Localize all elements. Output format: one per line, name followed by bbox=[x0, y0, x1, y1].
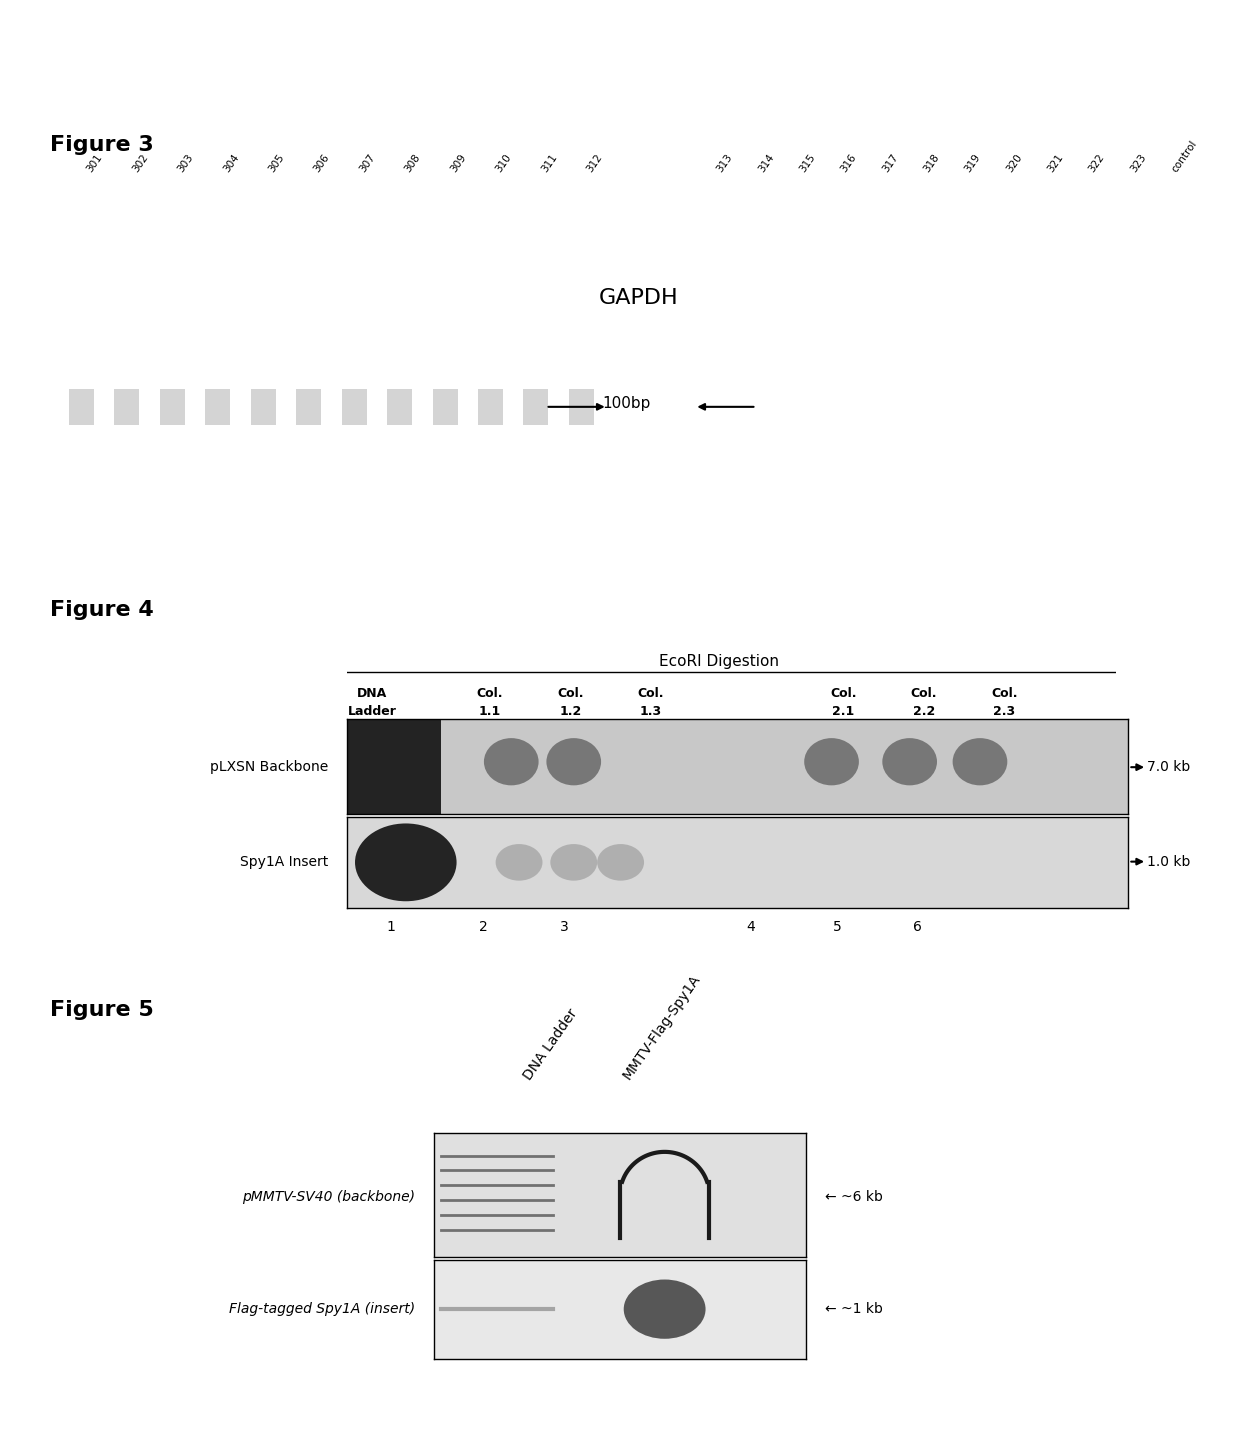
Text: 316: 316 bbox=[839, 153, 858, 174]
Bar bbox=[69, 389, 94, 426]
Ellipse shape bbox=[496, 844, 543, 881]
Text: Col.: Col. bbox=[830, 687, 857, 699]
Bar bbox=[433, 389, 458, 426]
Text: 317: 317 bbox=[880, 153, 900, 174]
Text: 307: 307 bbox=[357, 153, 377, 174]
Bar bbox=[479, 389, 503, 426]
Text: 7.0 kb: 7.0 kb bbox=[1147, 760, 1190, 774]
Bar bbox=[347, 719, 441, 814]
Text: Col.: Col. bbox=[557, 687, 584, 699]
Text: 305: 305 bbox=[267, 153, 286, 174]
Text: Col.: Col. bbox=[476, 687, 503, 699]
Text: Flag-tagged Spy1A (insert): Flag-tagged Spy1A (insert) bbox=[229, 1302, 415, 1316]
Text: 5: 5 bbox=[832, 920, 842, 934]
Text: 320: 320 bbox=[1004, 153, 1024, 174]
Text: 311: 311 bbox=[539, 153, 559, 174]
Text: Spy1A Insert: Spy1A Insert bbox=[241, 854, 329, 869]
Ellipse shape bbox=[883, 738, 937, 785]
Ellipse shape bbox=[598, 844, 644, 881]
Text: EcoRI Digestion: EcoRI Digestion bbox=[660, 654, 779, 668]
Text: GAPDH: GAPDH bbox=[599, 288, 678, 308]
Text: DNA: DNA bbox=[357, 687, 387, 699]
Text: 314: 314 bbox=[756, 153, 776, 174]
Text: 318: 318 bbox=[921, 153, 941, 174]
Bar bbox=[160, 389, 185, 426]
Bar bbox=[569, 389, 594, 426]
Bar bbox=[206, 389, 231, 426]
Bar bbox=[523, 389, 548, 426]
Text: 1.0 kb: 1.0 kb bbox=[1147, 854, 1190, 869]
Text: 2.1: 2.1 bbox=[832, 706, 854, 718]
Text: Figure 3: Figure 3 bbox=[50, 135, 154, 155]
Text: 100bp: 100bp bbox=[601, 397, 651, 411]
Text: ← ~1 kb: ← ~1 kb bbox=[825, 1302, 883, 1316]
Text: 321: 321 bbox=[1045, 153, 1065, 174]
Text: pMMTV-SV40 (backbone): pMMTV-SV40 (backbone) bbox=[242, 1190, 415, 1205]
Bar bbox=[114, 389, 139, 426]
Ellipse shape bbox=[624, 1280, 706, 1338]
Ellipse shape bbox=[952, 738, 1007, 785]
Text: 303: 303 bbox=[176, 153, 195, 174]
Text: Figure 4: Figure 4 bbox=[50, 600, 154, 620]
Text: 3: 3 bbox=[559, 920, 569, 934]
Text: 319: 319 bbox=[963, 153, 982, 174]
Bar bbox=[250, 389, 275, 426]
Text: 1.3: 1.3 bbox=[640, 706, 662, 718]
Bar bbox=[296, 389, 321, 426]
Ellipse shape bbox=[547, 738, 601, 785]
Ellipse shape bbox=[551, 844, 598, 881]
Text: Col.: Col. bbox=[991, 687, 1018, 699]
Text: 306: 306 bbox=[312, 153, 331, 174]
Text: 308: 308 bbox=[403, 153, 423, 174]
Text: 312: 312 bbox=[585, 153, 604, 174]
Text: Ladder: Ladder bbox=[347, 706, 397, 718]
Text: 313: 313 bbox=[715, 153, 734, 174]
Text: pLXSN Backbone: pLXSN Backbone bbox=[211, 760, 329, 774]
Text: Figure 5: Figure 5 bbox=[50, 1000, 154, 1020]
Text: 1.2: 1.2 bbox=[559, 706, 582, 718]
Ellipse shape bbox=[484, 738, 538, 785]
Text: 2.3: 2.3 bbox=[993, 706, 1016, 718]
Text: 315: 315 bbox=[797, 153, 817, 174]
Text: ← ~6 kb: ← ~6 kb bbox=[825, 1190, 883, 1205]
Text: Col.: Col. bbox=[637, 687, 665, 699]
Text: Col.: Col. bbox=[910, 687, 937, 699]
Text: 322: 322 bbox=[1087, 153, 1106, 174]
Text: 2: 2 bbox=[479, 920, 489, 934]
Text: 304: 304 bbox=[221, 153, 241, 174]
Text: control: control bbox=[1169, 139, 1199, 174]
Text: 1.1: 1.1 bbox=[479, 706, 501, 718]
Text: 2.2: 2.2 bbox=[913, 706, 935, 718]
Text: 309: 309 bbox=[449, 153, 467, 174]
Ellipse shape bbox=[805, 738, 859, 785]
Text: 1: 1 bbox=[386, 920, 396, 934]
Text: 302: 302 bbox=[130, 153, 150, 174]
Text: 6: 6 bbox=[913, 920, 923, 934]
Text: 301: 301 bbox=[84, 153, 104, 174]
Text: DNA Ladder: DNA Ladder bbox=[521, 1005, 580, 1082]
Bar bbox=[342, 389, 367, 426]
Text: MMTV-Flag-Spy1A: MMTV-Flag-Spy1A bbox=[620, 972, 703, 1082]
Text: 310: 310 bbox=[494, 153, 513, 174]
Text: 4: 4 bbox=[745, 920, 755, 934]
Text: 323: 323 bbox=[1128, 153, 1148, 174]
Bar bbox=[387, 389, 412, 426]
Ellipse shape bbox=[355, 824, 456, 901]
